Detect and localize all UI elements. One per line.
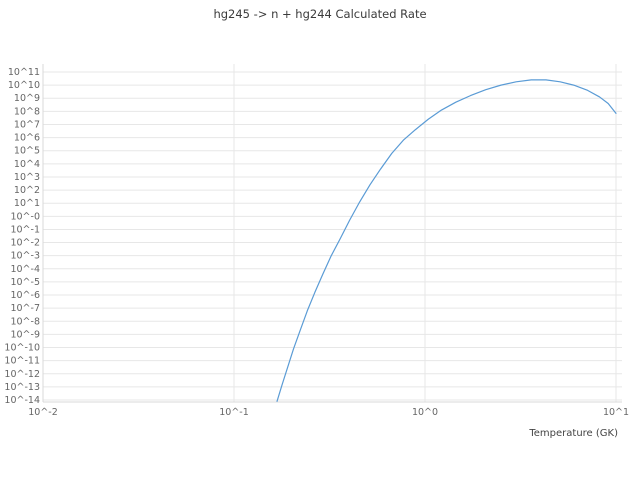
gridlines (42, 64, 622, 402)
y-tick-label: 10^-5 (10, 277, 40, 288)
y-tick-label: 10^2 (14, 185, 40, 196)
x-axis-label: Temperature (GK) (528, 428, 618, 439)
axes (42, 64, 622, 403)
y-tick-label: 10^3 (14, 172, 40, 183)
chart-title: hg245 -> n + hg244 Calculated Rate (213, 7, 426, 21)
y-tick-label: 10^-12 (4, 369, 40, 380)
tick-labels: 10^11 10^10 10^9 10^8 10^7 10^6 10^5 10^4 10^3 10… (4, 67, 629, 418)
y-tick-label: 10^-0 (10, 211, 40, 222)
y-tick-label: 10^-4 (10, 264, 40, 275)
y-tick-label: 10^6 (14, 133, 40, 144)
x-tick-label: 10^1 (603, 407, 629, 418)
y-tick-label: 10^-11 (4, 356, 40, 367)
y-tick-label: 10^-1 (10, 224, 40, 235)
y-tick-label: 10^4 (14, 159, 40, 170)
y-tick-label: 10^8 (14, 106, 40, 117)
y-tick-label: 10^5 (14, 146, 40, 157)
y-tick-label: 10^-9 (10, 329, 40, 340)
x-tick-label: 10^0 (412, 407, 438, 418)
x-tick-label: 10^-2 (28, 407, 58, 418)
y-tick-label: 10^-10 (4, 343, 40, 354)
y-tick-label: 10^-3 (10, 251, 40, 262)
x-tick-label: 10^-1 (219, 407, 249, 418)
y-tick-label: 10^-14 (4, 395, 40, 406)
y-tick-label: 10^1 (14, 198, 40, 209)
y-tick-label: 10^-8 (10, 316, 40, 327)
y-tick-label: 10^9 (14, 93, 40, 104)
y-tick-label: 10^7 (14, 119, 40, 130)
y-tick-label: 10^-6 (10, 290, 40, 301)
y-tick-label: 10^-13 (4, 382, 40, 393)
y-tick-label: 10^-2 (10, 238, 40, 249)
y-tick-label: 10^11 (8, 67, 40, 78)
rate-curve (276, 79, 617, 402)
y-tick-label: 10^-7 (10, 303, 40, 314)
y-tick-label: 10^10 (8, 80, 40, 91)
